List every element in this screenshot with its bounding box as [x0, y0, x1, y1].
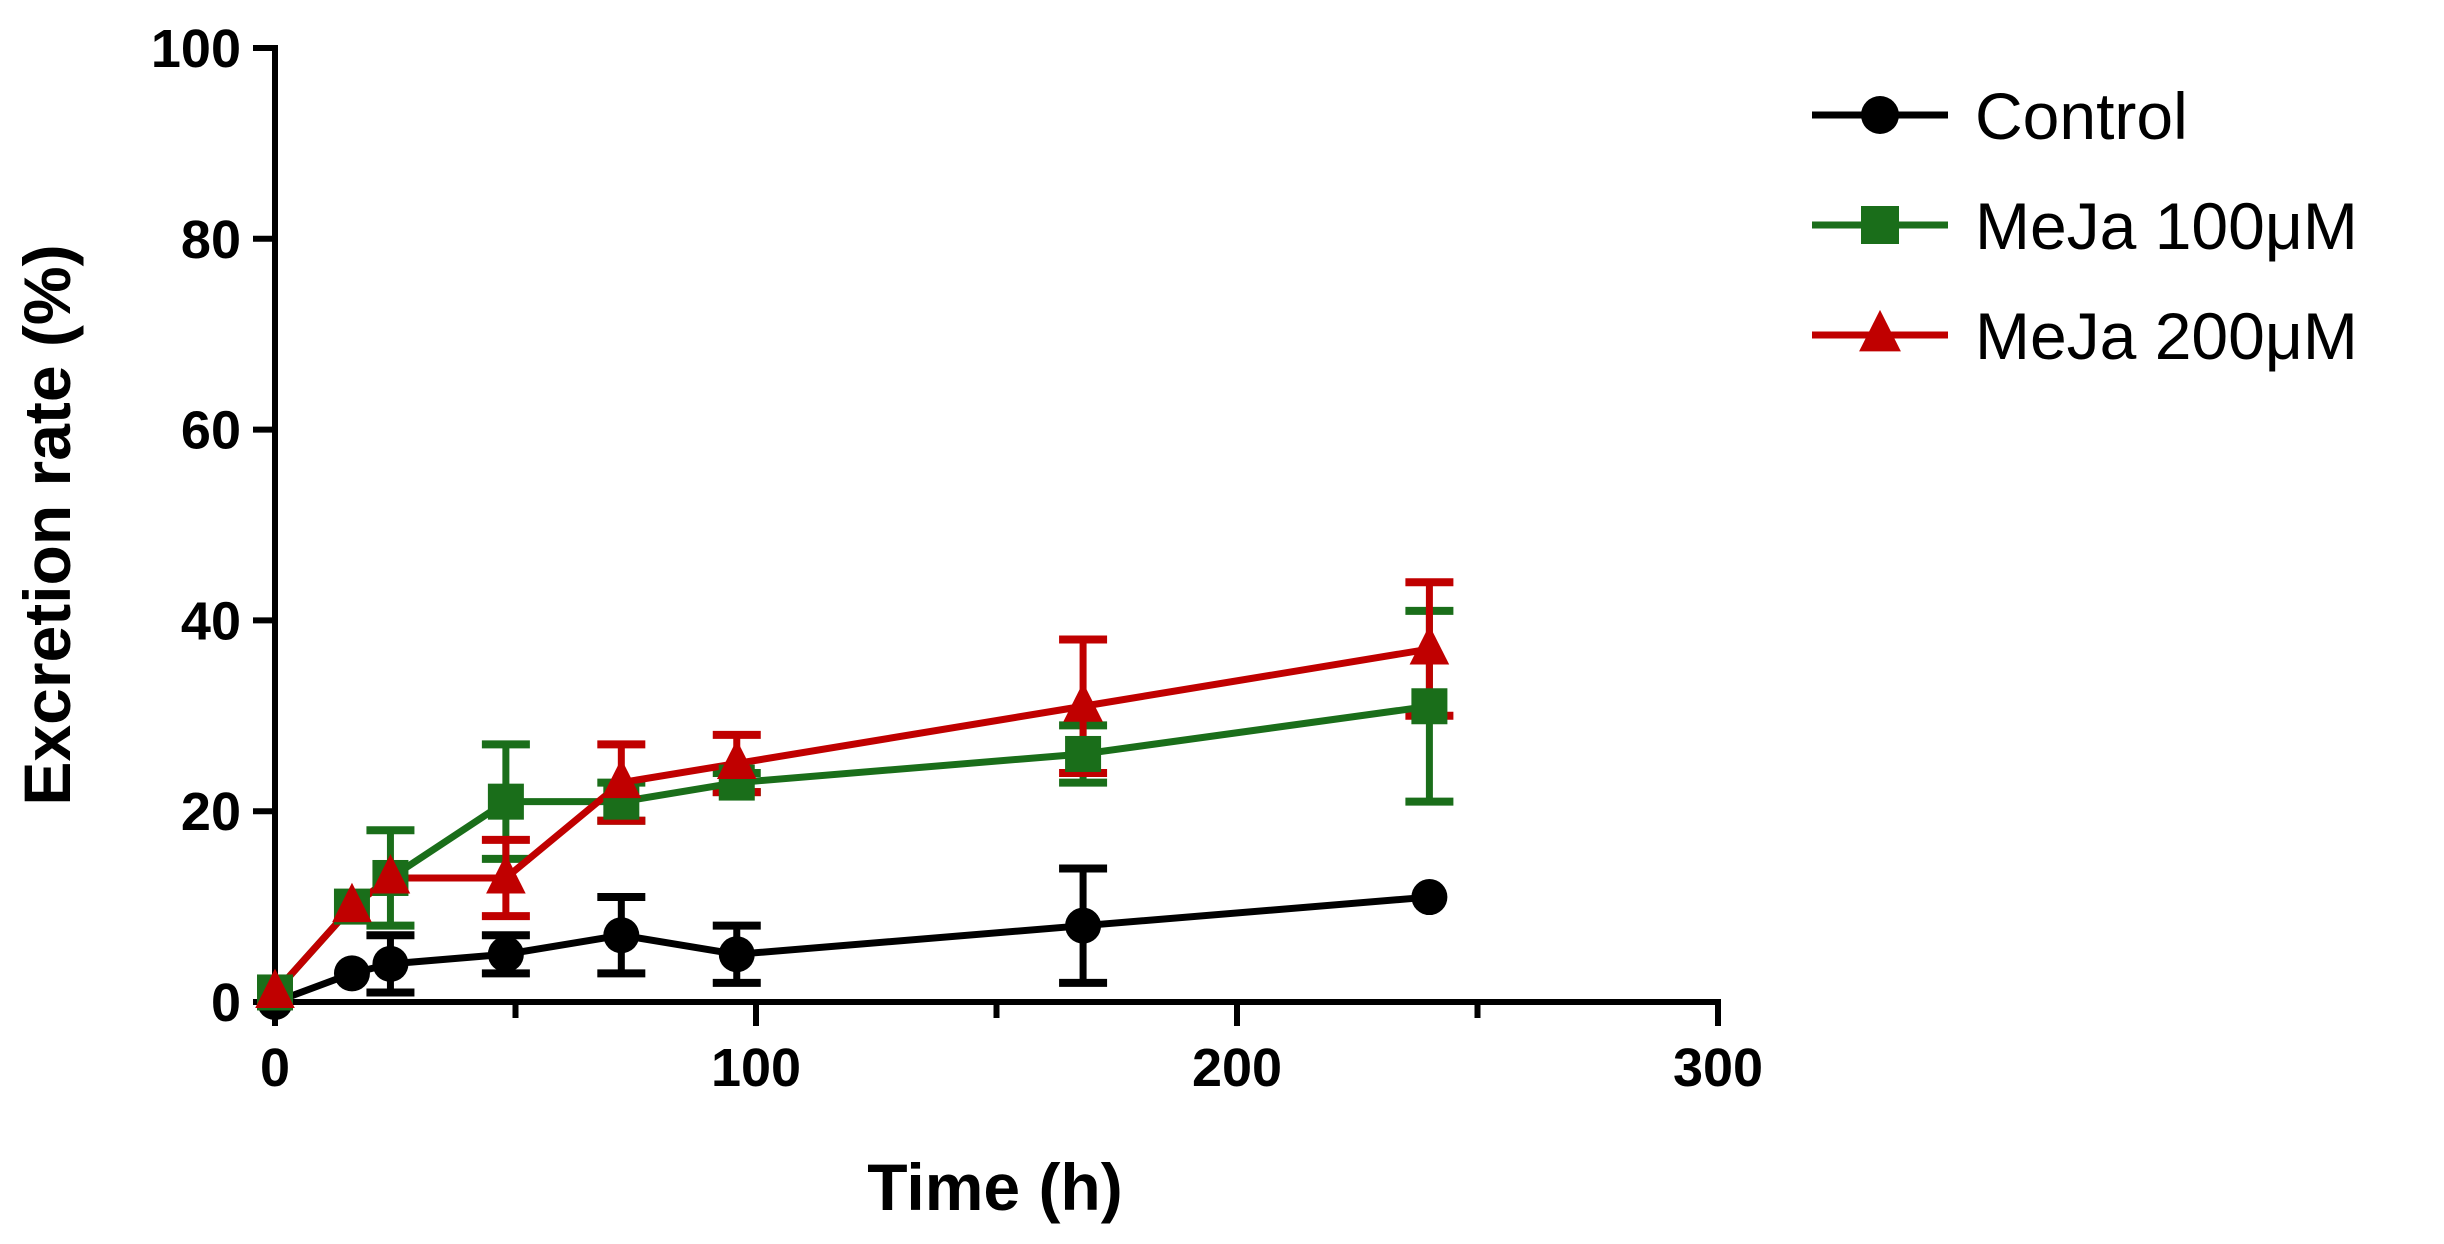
legend-item-meja-200: MeJa 200μM: [1812, 299, 2358, 373]
x-tick-label: 300: [1673, 1038, 1763, 1098]
x-tick-label: 100: [711, 1038, 801, 1098]
data-point-control: [1411, 879, 1448, 916]
data-point-meja-100-m: [1411, 688, 1448, 725]
y-tick-label: 100: [151, 19, 241, 79]
legend-marker-square: [1861, 206, 1899, 244]
y-tick-label: 40: [181, 591, 241, 651]
data-point-control: [718, 936, 755, 973]
x-axis-title: Time (h): [867, 1150, 1122, 1224]
data-point-control: [1065, 907, 1102, 944]
y-tick-label: 20: [181, 782, 241, 842]
legend-marker-triangle: [1859, 309, 1901, 352]
data-point-control: [603, 917, 640, 954]
legend-item-meja-100: MeJa 100μM: [1812, 189, 2358, 263]
legend-label-control: Control: [1975, 79, 2188, 153]
series-line-meja-100-m: [272, 702, 1430, 995]
legend-marker-shape: [1861, 206, 1899, 244]
series-lines: [272, 645, 1430, 1006]
legend-label-meja-200: MeJa 200μM: [1975, 299, 2358, 373]
ticks: 0 20 40 60 80 100 0 100 200 300: [151, 19, 1763, 1098]
data-point-meja-200-m: [332, 882, 372, 923]
data-point-meja-100-m: [487, 783, 524, 820]
legend-marker-shape: [1859, 309, 1901, 352]
legend-marker-shape: [1861, 96, 1899, 134]
legend-marker-circle: [1861, 96, 1899, 134]
data-point-meja-200-m: [1063, 682, 1103, 722]
data-point-control: [372, 945, 409, 982]
legend-item-control: Control: [1812, 79, 2188, 153]
legend-label-meja-100: MeJa 100μM: [1975, 189, 2358, 263]
x-tick-label: 200: [1192, 1038, 1282, 1098]
y-axis-title: Excretion rate (%): [10, 244, 84, 805]
series-line-control: [273, 893, 1430, 1006]
error-bars: [366, 578, 1454, 997]
data-point-meja-200-m: [1409, 625, 1450, 665]
data-point-meja-100-m: [1065, 735, 1102, 772]
series-markers: [255, 625, 1450, 1020]
y-tick-label: 80: [181, 210, 241, 270]
data-point-meja-200-m: [486, 854, 526, 894]
y-tick-label: 60: [181, 401, 241, 461]
series-line-meja-200-m: [272, 645, 1430, 995]
data-point-meja-200-m: [255, 968, 295, 1008]
y-tick-label: 0: [211, 973, 241, 1033]
data-point-meja-200-m: [601, 758, 642, 799]
data-point-control: [487, 936, 524, 973]
data-point-meja-200-m: [716, 739, 757, 780]
x-tick-label: 0: [260, 1038, 290, 1098]
legend: Control MeJa 100μM MeJa 200μM: [1812, 79, 2358, 373]
data-point-meja-200-m: [370, 854, 411, 894]
data-point-control: [333, 955, 370, 992]
